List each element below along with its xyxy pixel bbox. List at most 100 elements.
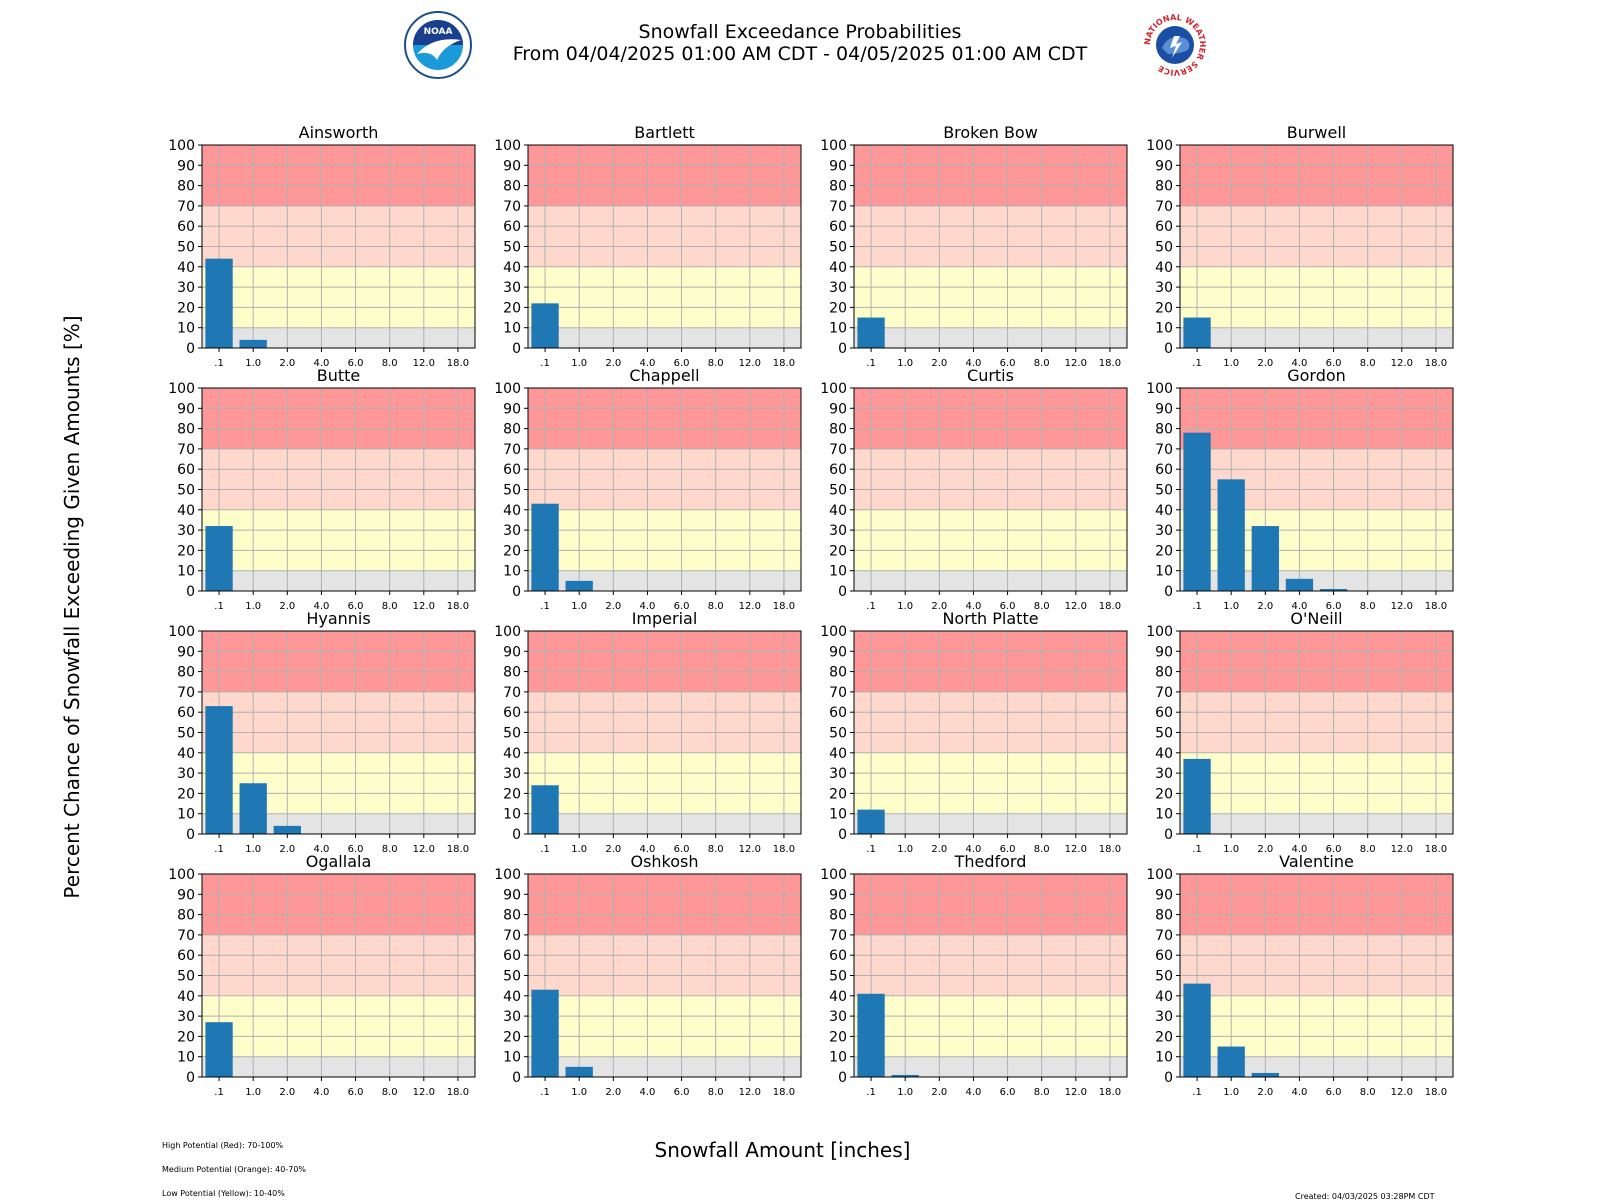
band-none [202, 1056, 475, 1077]
y-tick-label: 100 [820, 624, 847, 640]
x-tick-label: 12.0 [739, 601, 761, 612]
band-high [528, 631, 801, 692]
y-tick-label: 80 [1155, 179, 1173, 195]
subplot-5: 0 10 20 30 40 50 60 70 80 90 100 .1 1.0 2.0 4.0 6.0 8.0 1… [494, 366, 802, 612]
y-tick-label: 90 [1155, 158, 1173, 174]
x-tick-label: .1 [540, 844, 550, 855]
band-medium [1180, 691, 1453, 753]
x-tick-label: 6.0 [674, 1087, 690, 1098]
y-tick-label: 0 [512, 827, 521, 843]
x-tick-label: 8.0 [1360, 601, 1376, 612]
band-low [854, 266, 1127, 328]
band-high [854, 145, 1127, 206]
y-tick-label: 30 [829, 1009, 847, 1025]
y-tick-label: 70 [1155, 442, 1173, 458]
x-tick-label: 8.0 [382, 844, 398, 855]
y-tick-label: 10 [503, 1050, 521, 1066]
y-tick-label: 100 [1146, 381, 1173, 397]
national-weather-service-logo: NATIONAL WEATHER SERVICE [1141, 11, 1209, 79]
band-high [202, 388, 475, 449]
band-high [1180, 145, 1453, 206]
y-tick-label: 60 [829, 948, 847, 964]
y-tick-label: 80 [1155, 422, 1173, 438]
bar [1183, 983, 1211, 1077]
bar [1183, 432, 1211, 591]
bar [857, 809, 885, 834]
y-tick-label: 40 [829, 260, 847, 276]
x-tick-label: 8.0 [382, 358, 398, 369]
x-tick-label: 12.0 [1065, 1087, 1087, 1098]
x-tick-label: 2.0 [931, 1087, 947, 1098]
band-low [528, 995, 801, 1057]
subplot-title: Bartlett [634, 123, 694, 142]
x-tick-label: 2.0 [931, 601, 947, 612]
y-tick-label: 50 [1155, 726, 1173, 742]
y-tick-label: 90 [829, 158, 847, 174]
y-tick-label: 100 [168, 867, 195, 883]
subplot-8: 0 10 20 30 40 50 60 70 80 90 100 .1 1.0 2.0 4.0 6.0 8.0 1… [168, 609, 476, 855]
y-tick-label: 10 [177, 807, 195, 823]
x-tick-label: 6.0 [348, 358, 364, 369]
x-tick-label: 6.0 [1000, 358, 1016, 369]
bar [239, 339, 267, 348]
x-tick-label: 4.0 [639, 601, 655, 612]
y-tick-label: 60 [503, 462, 521, 478]
y-tick-label: 40 [1155, 989, 1173, 1005]
x-tick-label: 12.0 [1391, 844, 1413, 855]
y-tick-label: 10 [1155, 807, 1173, 823]
y-tick-label: 70 [829, 199, 847, 215]
y-tick-label: 50 [177, 969, 195, 985]
x-tick-label: .1 [1192, 358, 1202, 369]
y-tick-label: 40 [1155, 746, 1173, 762]
y-tick-label: 70 [1155, 199, 1173, 215]
y-tick-label: 50 [503, 483, 521, 499]
x-tick-label: 8.0 [708, 358, 724, 369]
x-tick-label: 18.0 [1099, 844, 1121, 855]
y-tick-label: 30 [1155, 766, 1173, 782]
x-tick-label: 8.0 [1034, 358, 1050, 369]
subplot-10: 0 10 20 30 40 50 60 70 80 90 100 .1 1.0 2.0 4.0 6.0 8.0 1… [820, 609, 1128, 855]
y-tick-label: 80 [177, 179, 195, 195]
legend-high: High Potential (Red): 70-100% [162, 1141, 284, 1150]
y-tick-label: 10 [177, 1050, 195, 1066]
y-tick-label: 60 [177, 462, 195, 478]
band-medium [854, 691, 1127, 753]
subplot-4: 0 10 20 30 40 50 60 70 80 90 100 .1 1.0 2.0 4.0 6.0 8.0 1… [168, 366, 476, 612]
band-high [528, 874, 801, 935]
subplot-0: 0 10 20 30 40 50 60 70 80 90 100 .1 1.0 2.0 4.0 6.0 8.0 1… [168, 123, 476, 369]
y-tick-label: 70 [829, 685, 847, 701]
bar [1217, 479, 1245, 591]
y-tick-label: 70 [177, 442, 195, 458]
band-low [854, 995, 1127, 1057]
x-tick-label: 2.0 [1257, 1087, 1273, 1098]
bar [205, 258, 233, 348]
x-tick-label: 6.0 [674, 601, 690, 612]
x-tick-label: 18.0 [773, 601, 795, 612]
x-tick-label: 2.0 [279, 358, 295, 369]
y-tick-label: 40 [1155, 260, 1173, 276]
y-tick-label: 0 [1164, 1070, 1173, 1086]
y-tick-label: 0 [838, 827, 847, 843]
y-tick-label: 30 [503, 766, 521, 782]
y-tick-label: 0 [186, 341, 195, 357]
subplot-1: 0 10 20 30 40 50 60 70 80 90 100 .1 1.0 2.0 4.0 6.0 8.0 1… [494, 123, 802, 369]
y-tick-label: 30 [177, 280, 195, 296]
band-low [528, 752, 801, 814]
x-tick-label: 1.0 [897, 844, 913, 855]
x-tick-label: 12.0 [1391, 601, 1413, 612]
y-tick-label: 60 [177, 705, 195, 721]
y-tick-label: 50 [503, 240, 521, 256]
y-tick-label: 70 [1155, 685, 1173, 701]
band-high [854, 874, 1127, 935]
x-tick-label: 8.0 [708, 844, 724, 855]
band-low [202, 509, 475, 571]
x-tick-label: 8.0 [382, 601, 398, 612]
band-none [854, 813, 1127, 834]
y-tick-label: 90 [503, 644, 521, 660]
y-tick-label: 50 [177, 483, 195, 499]
x-tick-label: 1.0 [571, 1087, 587, 1098]
x-tick-label: 8.0 [1360, 844, 1376, 855]
y-tick-label: 80 [503, 908, 521, 924]
y-tick-label: 70 [829, 928, 847, 944]
subplot-13: 0 10 20 30 40 50 60 70 80 90 100 .1 1.0 2.0 4.0 6.0 8.0 1… [494, 852, 802, 1098]
